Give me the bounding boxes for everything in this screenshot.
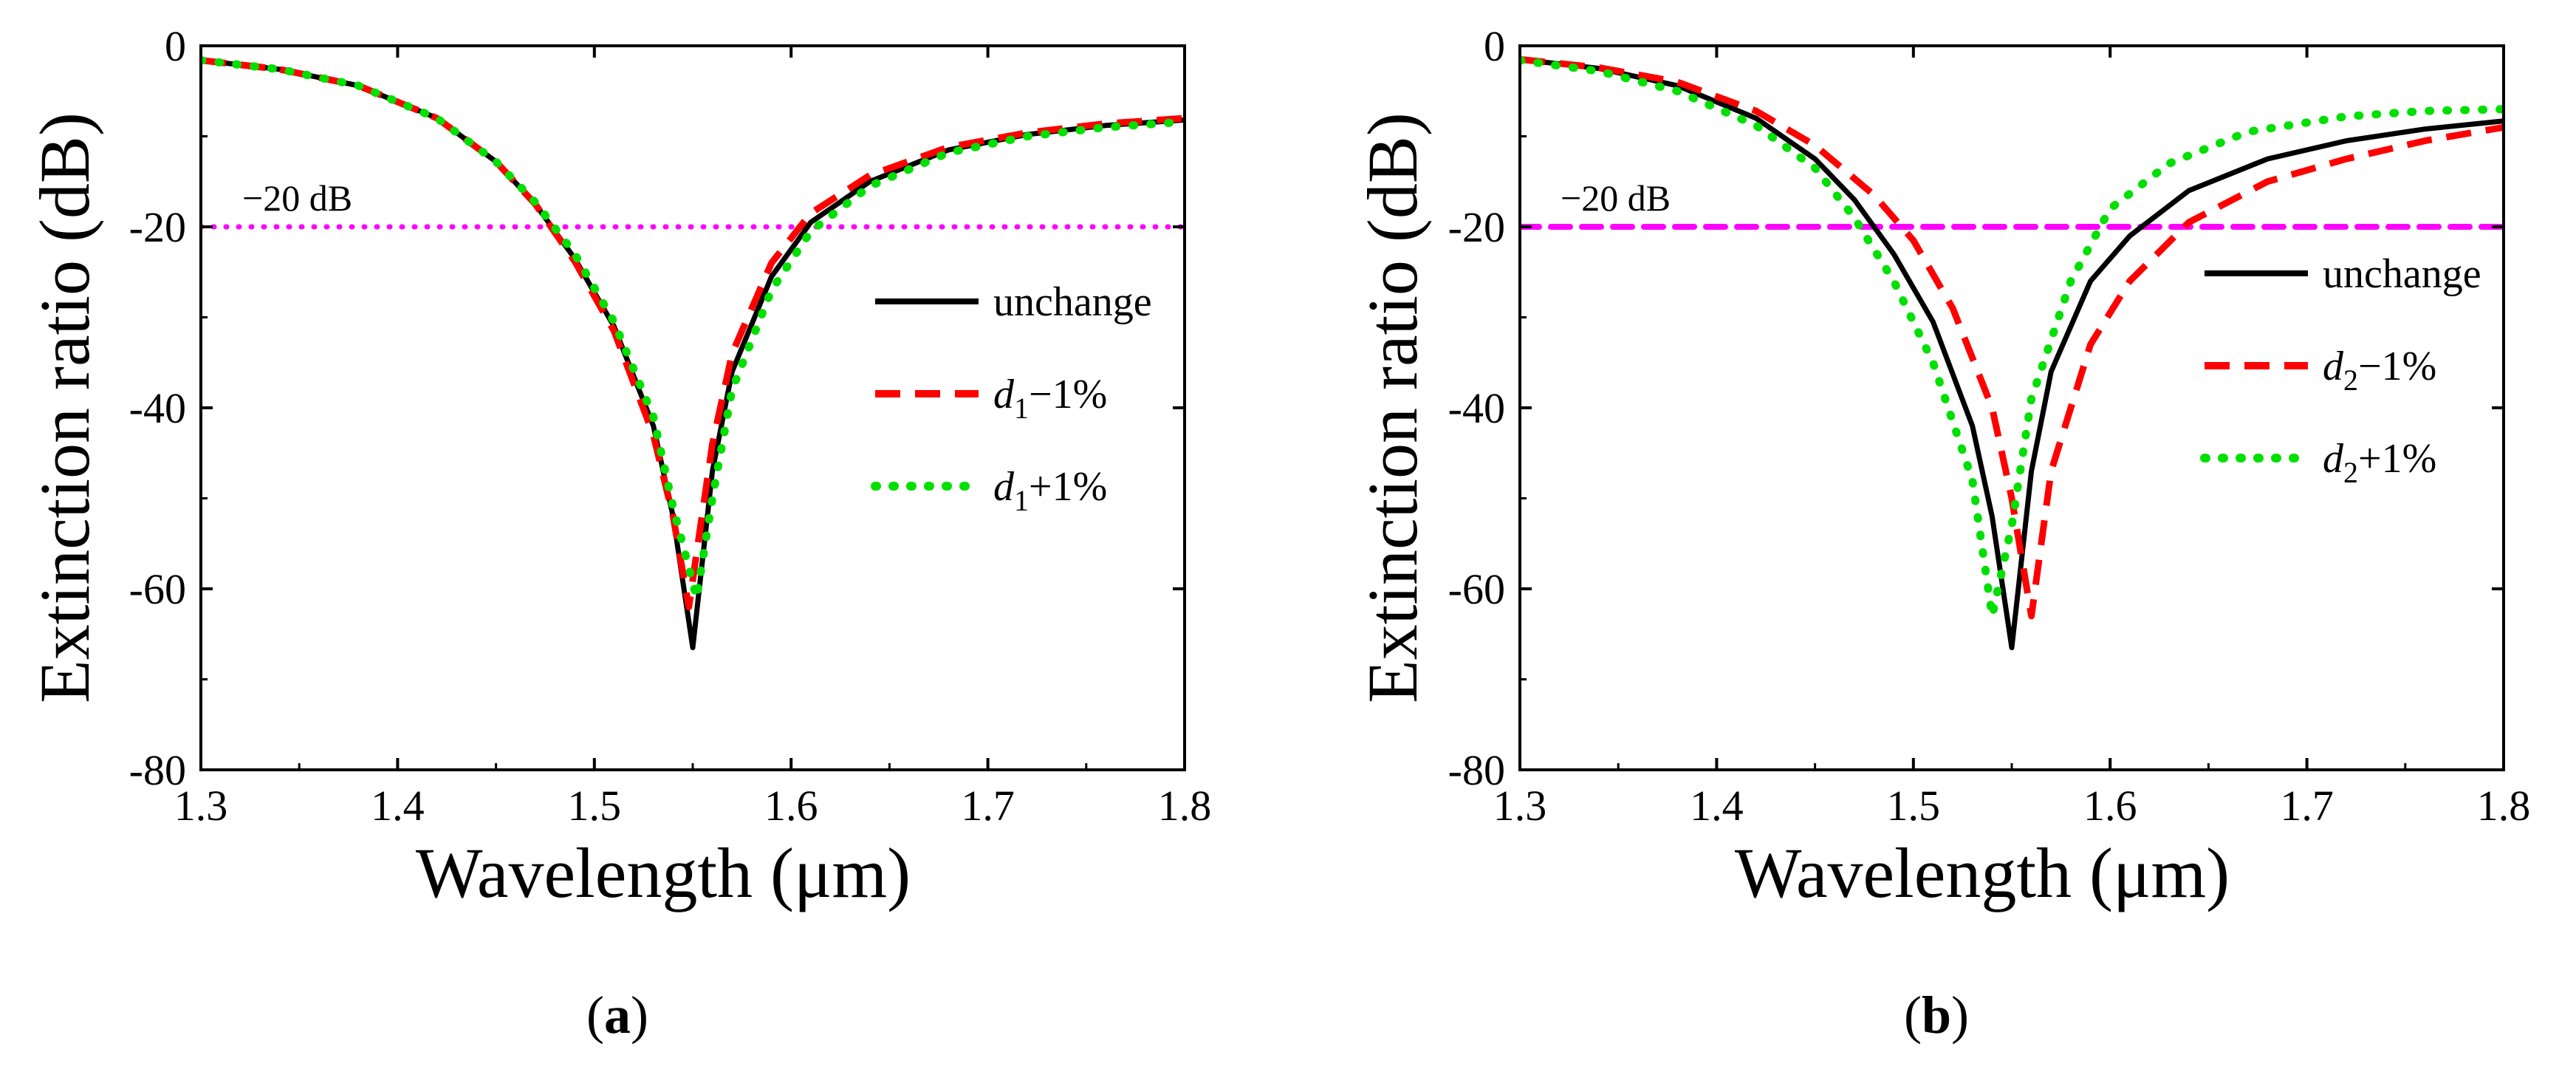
legend-label: d2−1% (2323, 344, 2436, 397)
axis-ticks: 1.3 1.4 1.5 1.6 1.7 1.8 0 -20 -40 -60 -80 (129, 22, 1212, 830)
chart-panel-a: 1.3 1.4 1.5 1.6 1.7 1.8 0 -20 -40 -60 -80 unchange… (25, 22, 1211, 1045)
series-line-dotted (201, 56, 1185, 602)
y-tick-label: -80 (1448, 746, 1505, 794)
series-line-dashed (201, 57, 1185, 610)
x-tick-label: 1.7 (2280, 782, 2334, 830)
y-tick-label: -40 (1448, 384, 1505, 432)
x-tick-label: 1.8 (2477, 782, 2531, 830)
series-line-dashed (1520, 55, 2504, 620)
legend-label-tail: −1% (2358, 344, 2436, 389)
legend-label: d2+1% (2323, 436, 2436, 489)
x-tick-label: 1.4 (371, 782, 425, 830)
reference-line-label: −20 dB (1561, 177, 1671, 219)
x-tick-label: 1.7 (961, 782, 1015, 830)
plot-frame (1518, 44, 2505, 771)
reference-line-label: −20 dB (242, 177, 352, 219)
y-tick-label: -40 (129, 384, 186, 432)
legend-label-var: d (2323, 436, 2344, 482)
panel-caption: (b) (1904, 986, 1969, 1045)
series-line-dotted (1520, 56, 2504, 621)
legend-label-sub: 1 (1014, 484, 1029, 517)
legend-label-sub: 2 (2343, 456, 2358, 489)
x-axis-title: Wavelength (μm) (416, 833, 911, 912)
axis-ticks: 1.3 1.4 1.5 1.6 1.7 1.8 0 -20 -40 -60 -80 (1448, 22, 2531, 830)
series-group (1520, 55, 2504, 651)
y-tick-label: -60 (1448, 565, 1505, 613)
x-tick-label: 1.6 (2083, 782, 2137, 830)
y-tick-label: -20 (1448, 203, 1505, 251)
panel-caption-letter: b (1922, 986, 1951, 1045)
panel-caption: (a) (586, 986, 648, 1045)
legend-label: unchange (2323, 251, 2481, 297)
legend-label-tail: +1% (1029, 464, 1107, 510)
legend-label: d1−1% (993, 372, 1107, 425)
legend-label-tail: −1% (1029, 372, 1107, 417)
x-tick-label: 1.4 (1690, 782, 1744, 830)
legend-label-var: d (2323, 344, 2344, 389)
x-axis-title: Wavelength (μm) (1735, 833, 2230, 912)
legend-label-sub: 2 (2343, 363, 2358, 397)
panel-caption-letter: a (604, 986, 631, 1045)
legend-label-sub: 1 (1014, 392, 1029, 425)
y-tick-label: -20 (129, 203, 186, 251)
legend-label: unchange (993, 279, 1152, 325)
x-tick-label: 1.3 (1493, 782, 1547, 830)
series-line-solid (1520, 56, 2504, 651)
y-tick-label: -80 (129, 746, 186, 794)
x-tick-label: 1.5 (568, 782, 622, 830)
legend-label-var: d (993, 372, 1015, 417)
y-tick-label: 0 (1484, 22, 1505, 70)
legend-label-tail: +1% (2358, 436, 2436, 482)
y-axis-title: Extinction ratio (dB) (1353, 112, 1432, 703)
x-tick-label: 1.5 (1887, 782, 1941, 830)
y-tick-label: 0 (165, 22, 186, 70)
x-tick-label: 1.8 (1158, 782, 1212, 830)
y-axis-title: Extinction ratio (dB) (25, 112, 104, 703)
legend-label: d1+1% (993, 464, 1107, 517)
y-tick-label: -60 (129, 565, 186, 613)
series-group (201, 56, 1185, 651)
x-tick-label: 1.6 (764, 782, 818, 830)
x-tick-label: 1.3 (174, 782, 228, 830)
chart-panel-b: 1.3 1.4 1.5 1.6 1.7 1.8 0 -20 -40 -60 -80 unchange… (1353, 22, 2530, 1045)
legend-label-var: d (993, 464, 1015, 510)
